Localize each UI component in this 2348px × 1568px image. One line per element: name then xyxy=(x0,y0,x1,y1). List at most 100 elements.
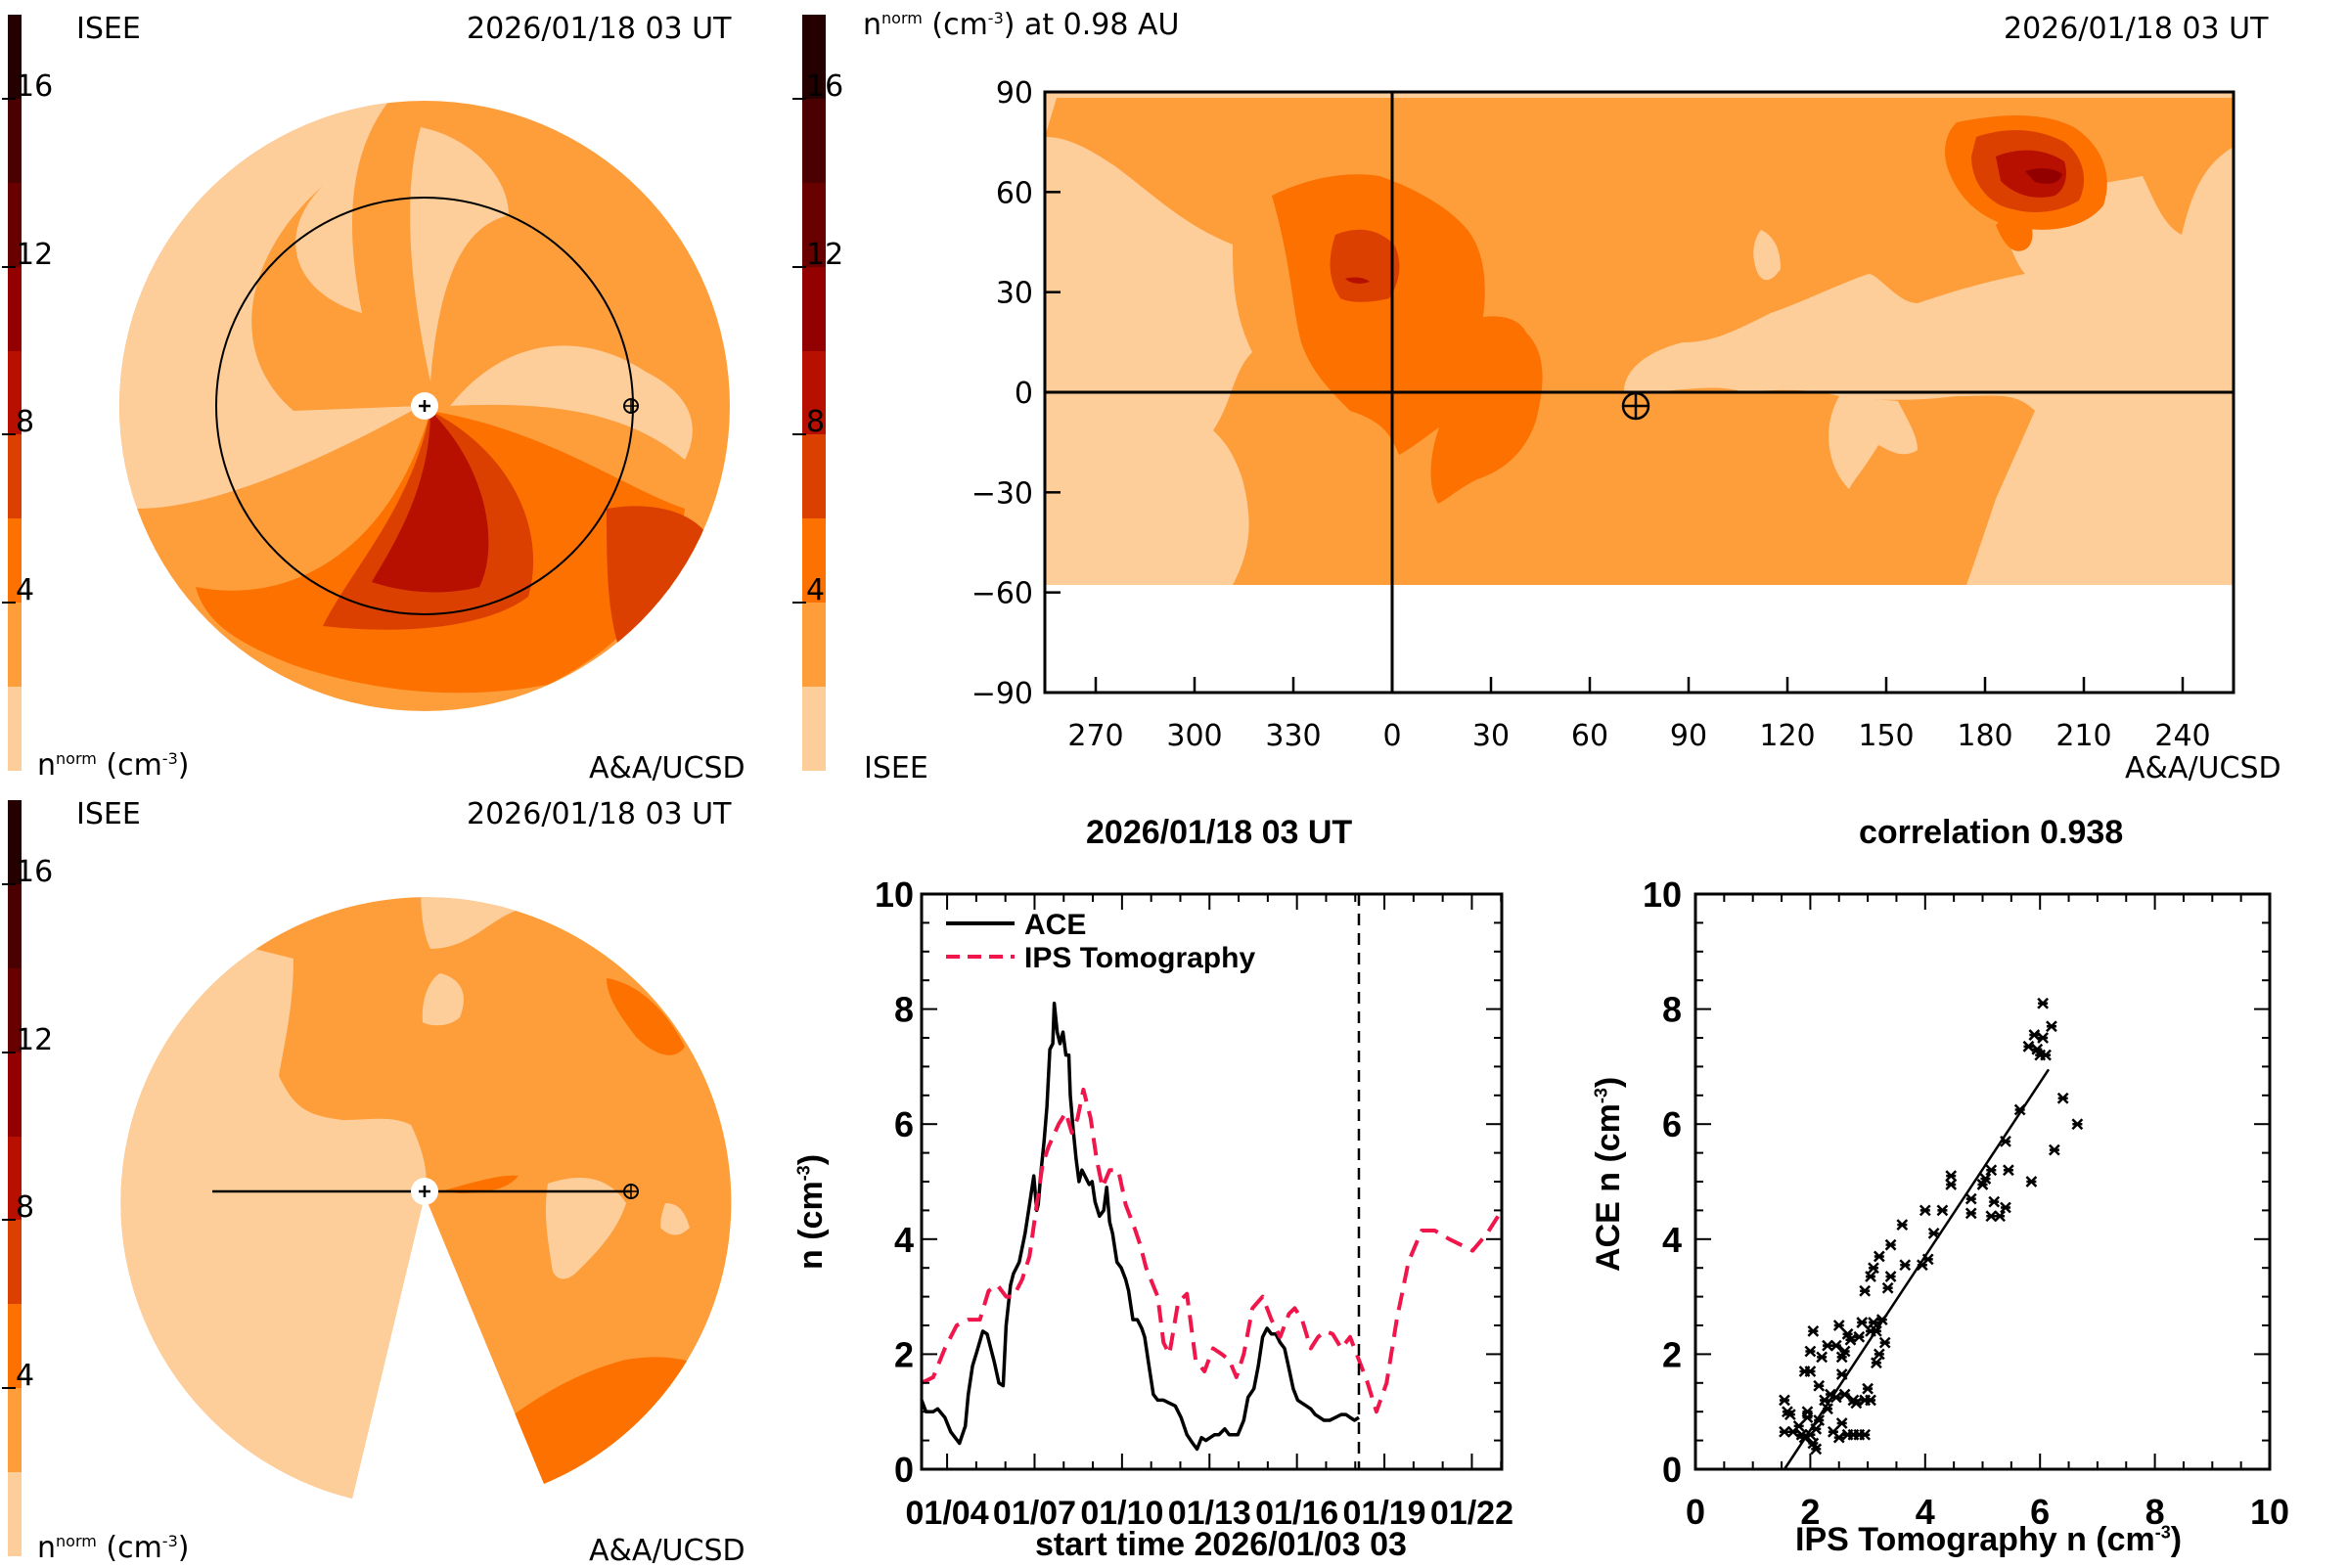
source-label: ISEE xyxy=(864,751,928,785)
axes-layer: 0 2 4 6 8 10 0 2 4 6 8 10 xyxy=(1643,874,2289,1532)
colorbar-level-6 xyxy=(8,967,22,1053)
scatter-point xyxy=(2031,1043,2044,1055)
density-contour-low-ne xyxy=(450,345,693,460)
y-tick-label: 30 xyxy=(996,277,1033,311)
unit-sup: norm xyxy=(56,749,97,768)
colorbar-tick-label: 16 xyxy=(806,68,844,104)
scatter-point xyxy=(1807,1437,1820,1450)
x-tick-label: 01/22 xyxy=(1430,1495,1513,1532)
density-contour-mid-center xyxy=(440,1175,519,1193)
colorbar-level-8 xyxy=(8,799,22,884)
chart-title: correlation 0.938 xyxy=(1859,814,2124,851)
y-tick-label: 8 xyxy=(894,990,914,1030)
x-axis-ticks: 270 300 330 0 30 60 90 120 150 180 210 240 xyxy=(1067,677,2211,753)
y-axis-ticks: 90 60 30 0 −30 −60 −90 xyxy=(971,76,1061,711)
scatter-point xyxy=(1862,1382,1874,1395)
x-axis-label-text: IPS Tomography n (cm xyxy=(1795,1521,2155,1558)
x-tick-label: 0 xyxy=(1686,1492,1705,1532)
scatter-point xyxy=(1835,1351,1848,1364)
colorbar-tick xyxy=(2,1387,16,1390)
unit-var: n xyxy=(37,1531,57,1565)
x-axis-label-close: ) xyxy=(2170,1521,2183,1558)
scatter-point xyxy=(1779,1425,1790,1438)
colorbar-level-6 xyxy=(802,182,826,267)
scatter-point xyxy=(1878,1336,1891,1349)
colorbar-level-4 xyxy=(802,350,826,435)
scatter-point xyxy=(1827,1425,1839,1438)
colorbar-tick xyxy=(2,882,16,885)
scatter-point xyxy=(2037,1032,2050,1044)
unit-exp: -3 xyxy=(161,1532,178,1550)
scatter-point xyxy=(1816,1351,1829,1364)
x-tick-label: 300 xyxy=(1166,719,1222,753)
colorbar-tick-label: 16 xyxy=(16,854,54,889)
timestamp-label: 2026/01/18 03 UT xyxy=(467,797,732,831)
chart-title: 2026/01/18 03 UT xyxy=(1086,814,1353,851)
scatter-point xyxy=(1884,1238,1897,1251)
earth-icon xyxy=(623,1184,639,1199)
scatter-point xyxy=(1964,1192,1977,1205)
colorbar-level-1 xyxy=(8,603,22,688)
scatter-point xyxy=(1829,1339,1842,1352)
y-tick-label: 4 xyxy=(894,1220,914,1260)
density-contour-mid-ne xyxy=(607,978,685,1055)
colorbar-swatches xyxy=(8,14,22,771)
density-contour-high-east xyxy=(607,506,714,665)
colorbar-top-right xyxy=(802,14,826,771)
y-axis-label: n (cm-3) xyxy=(792,1154,831,1270)
x-tick-label: 330 xyxy=(1265,719,1321,753)
density-contour-peak-south xyxy=(372,411,489,593)
colorbar-level-6 xyxy=(8,182,22,267)
colorbar-level-3 xyxy=(8,1220,22,1305)
scatter-point xyxy=(2037,997,2050,1009)
plot-frame xyxy=(920,892,1504,1471)
colorbar-level-1 xyxy=(802,603,826,688)
density-contour-low-n xyxy=(410,127,509,381)
y-axis-label: ACE n (cm-3) xyxy=(1590,1077,1628,1272)
colorbar-tick-label: 12 xyxy=(16,1022,54,1057)
scatter-point xyxy=(1964,1207,1977,1220)
x-axis-label-exp: -3 xyxy=(2154,1522,2171,1543)
scatter-point xyxy=(1838,1345,1851,1358)
scatter-point xyxy=(1859,1428,1872,1441)
scatter-point xyxy=(1804,1366,1817,1377)
title-unit: (cm xyxy=(922,8,988,42)
scatter-point xyxy=(2022,1040,2035,1053)
scatter-point xyxy=(2071,1118,2084,1131)
colorbar-tick-label: 4 xyxy=(806,573,826,608)
y-tick-label: 6 xyxy=(894,1104,914,1144)
scatter-point xyxy=(1945,1170,1958,1183)
scatter-point xyxy=(2000,1201,2011,1214)
x-tick-label: 01/19 xyxy=(1343,1495,1426,1532)
colorbar-level-0 xyxy=(8,1472,22,1556)
x-tick-label: 10 xyxy=(2250,1492,2289,1532)
y-tick-label: 60 xyxy=(996,176,1033,210)
y-tick-label: 0 xyxy=(894,1450,914,1490)
map-title: nnorm (cm-3) at 0.98 AU xyxy=(863,8,1180,42)
x-tick-label: 6 xyxy=(2030,1492,2050,1532)
colorbar-tick xyxy=(792,433,806,436)
colorbar-level-3 xyxy=(8,434,22,519)
credit-label: A&A/UCSD xyxy=(589,1534,745,1568)
y-tick-label: 90 xyxy=(996,76,1033,111)
scatter-point xyxy=(2040,1049,2052,1061)
scatter-point xyxy=(1822,1339,1833,1352)
scatter-point xyxy=(1884,1271,1897,1282)
scatter-point xyxy=(1873,1348,1885,1361)
colorbar-level-2 xyxy=(802,518,826,604)
scatter-point xyxy=(1838,1388,1851,1401)
time-series-chart: 0 2 4 6 8 10 01/04 01/07 01/10 01/13 01/16 01/19 01/… xyxy=(875,874,1513,1532)
scatter-point xyxy=(1804,1345,1817,1358)
scatter-point xyxy=(1813,1379,1826,1392)
scatter-point xyxy=(2025,1176,2038,1187)
y-tick-label: 4 xyxy=(1662,1220,1682,1260)
title-rest: ) at 0.98 AU xyxy=(1003,8,1180,42)
x-tick-label: 240 xyxy=(2154,719,2210,753)
x-tick-label: 180 xyxy=(1957,719,2012,753)
density-contour-low-islet xyxy=(422,973,464,1026)
colorbar-level-1 xyxy=(8,1388,22,1473)
unit-sup: norm xyxy=(56,1532,97,1550)
colorbar-tick-label: 12 xyxy=(806,237,844,272)
